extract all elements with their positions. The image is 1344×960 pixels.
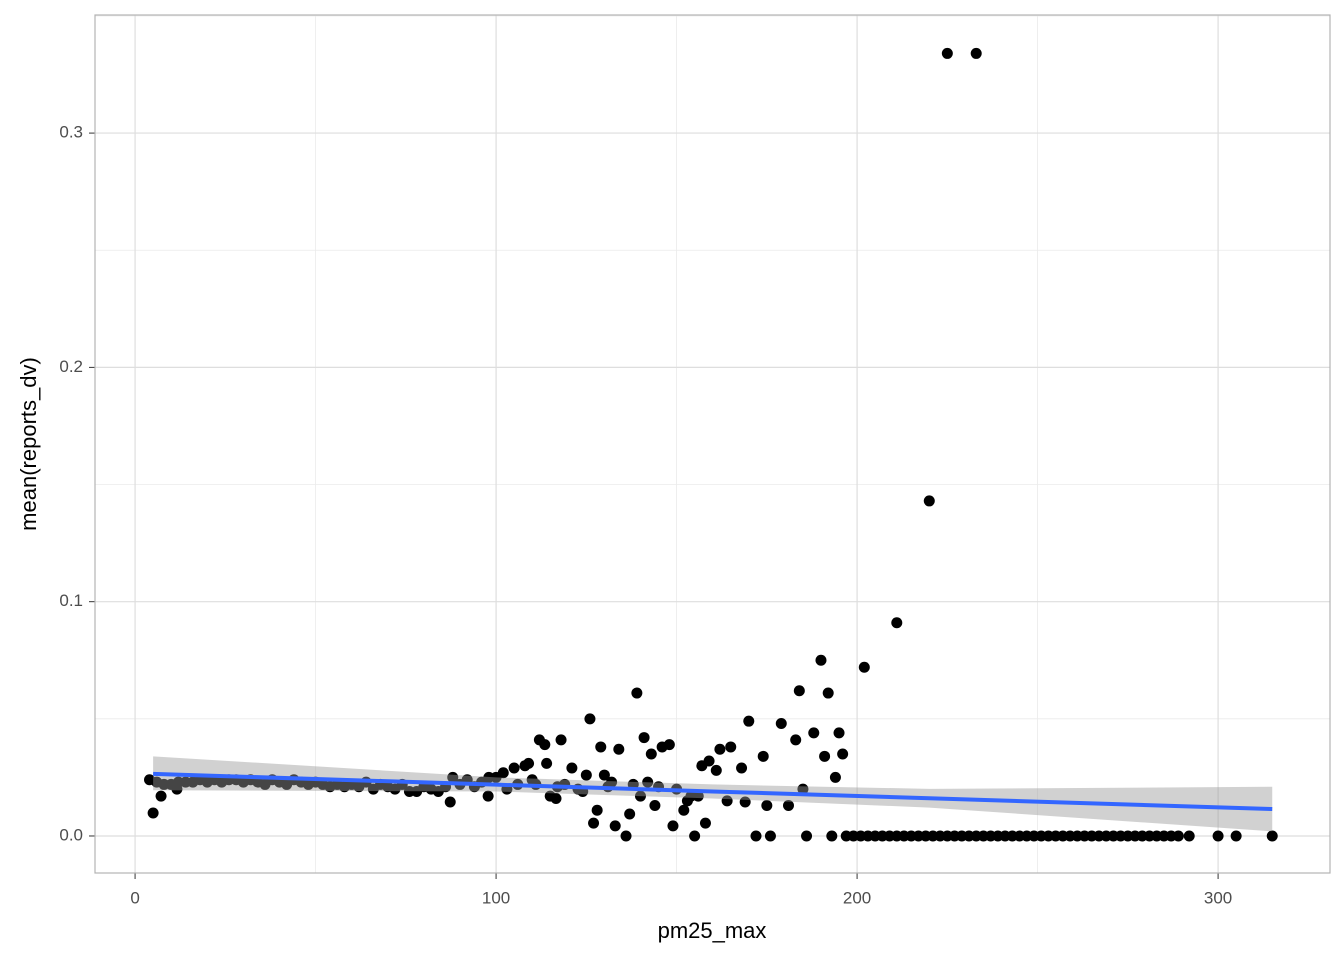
smooth-line xyxy=(153,771,1273,812)
point xyxy=(822,687,834,699)
point xyxy=(761,800,773,812)
point xyxy=(692,790,704,802)
point xyxy=(891,617,903,629)
point xyxy=(444,796,456,808)
point xyxy=(819,750,831,762)
point xyxy=(829,771,841,783)
point xyxy=(539,739,551,751)
point xyxy=(667,820,679,832)
point xyxy=(678,804,690,816)
point xyxy=(703,755,715,767)
point xyxy=(801,830,813,842)
point xyxy=(523,757,535,769)
point xyxy=(591,804,603,816)
point xyxy=(815,654,827,666)
x-tick-label: 100 xyxy=(482,888,510,907)
point xyxy=(721,795,733,807)
point xyxy=(837,748,849,760)
point xyxy=(508,762,520,774)
point xyxy=(970,47,982,59)
point xyxy=(797,783,809,795)
point xyxy=(580,769,592,781)
x-tick-label: 200 xyxy=(843,888,871,907)
point xyxy=(782,800,794,812)
point xyxy=(941,47,953,59)
point xyxy=(482,790,494,802)
point xyxy=(775,718,787,730)
confidence-band xyxy=(153,756,1273,832)
panel-border xyxy=(94,14,1331,874)
point xyxy=(714,743,726,755)
point xyxy=(595,741,607,753)
point xyxy=(147,807,159,819)
point xyxy=(171,783,183,795)
point xyxy=(1266,830,1278,842)
y-tick-label: 0.3 xyxy=(59,123,83,142)
point xyxy=(624,808,636,820)
point xyxy=(634,790,646,802)
x-axis-title: pm25_max xyxy=(658,918,767,943)
point xyxy=(663,739,675,751)
point xyxy=(757,750,769,762)
point xyxy=(923,495,935,507)
point xyxy=(555,734,567,746)
y-tick-label: 0.2 xyxy=(59,357,83,376)
point xyxy=(447,771,459,783)
point xyxy=(1172,830,1184,842)
panel-background xyxy=(95,15,1330,873)
point xyxy=(750,830,762,842)
point xyxy=(550,792,562,804)
y-tick-label: 0.1 xyxy=(59,591,83,610)
point xyxy=(689,830,701,842)
point xyxy=(620,830,632,842)
point xyxy=(609,820,621,832)
point xyxy=(497,767,509,779)
point xyxy=(1212,830,1224,842)
point xyxy=(764,830,776,842)
point xyxy=(790,734,802,746)
point xyxy=(566,762,578,774)
x-tick-label: 0 xyxy=(130,888,139,907)
point xyxy=(1183,830,1195,842)
point xyxy=(725,741,737,753)
point xyxy=(739,796,751,808)
point xyxy=(681,795,693,807)
point xyxy=(613,743,625,755)
point xyxy=(1230,830,1242,842)
y-tick-label: 0.0 xyxy=(59,825,83,844)
point xyxy=(649,800,661,812)
point xyxy=(826,830,838,842)
point xyxy=(645,748,657,760)
point xyxy=(808,727,820,739)
point xyxy=(743,715,755,727)
point xyxy=(584,713,596,725)
point xyxy=(736,762,748,774)
point xyxy=(710,764,722,776)
point xyxy=(631,687,643,699)
point xyxy=(588,817,600,829)
point xyxy=(699,817,711,829)
point xyxy=(541,757,553,769)
point xyxy=(833,727,845,739)
point xyxy=(155,790,167,802)
x-tick-label: 300 xyxy=(1204,888,1232,907)
point xyxy=(793,685,805,697)
y-axis-title: mean(reports_dv) xyxy=(16,357,41,531)
point xyxy=(858,661,870,673)
point xyxy=(598,769,610,781)
point xyxy=(642,776,654,788)
point xyxy=(638,732,650,744)
